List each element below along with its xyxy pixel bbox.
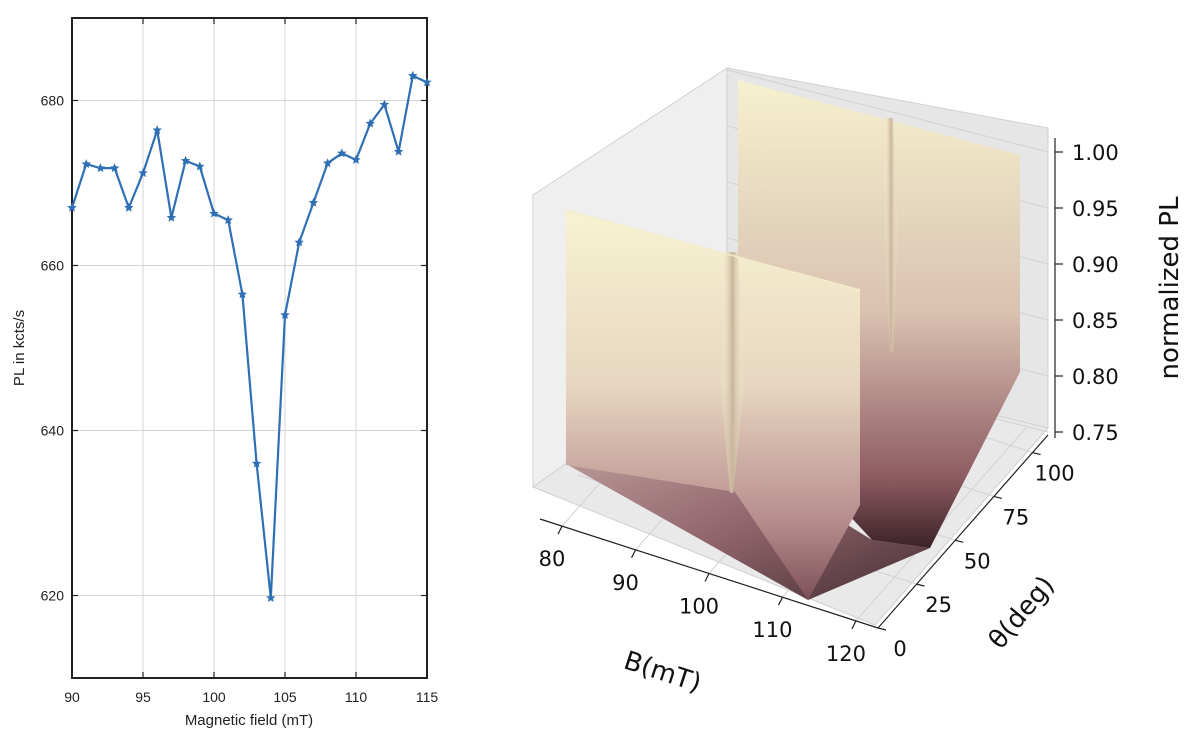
x-tick-label: 120 [826,642,866,666]
data-point [138,168,148,178]
x-tick-label: 115 [416,689,439,705]
y-tick-label: 640 [41,423,65,439]
x-tick-label: 90 [64,689,80,705]
y-tick-mark [993,495,1003,499]
data-point [280,310,290,320]
right-surface-chart: 0.75 0.80 0.85 0.90 0.95 1.00 80 90 100 110 120 0 25… [531,67,1185,699]
data-point [237,289,248,299]
data-point [322,158,333,168]
data-point [379,99,390,109]
y-tick-mark [1032,451,1041,456]
data-point [308,197,319,207]
surface-axes-ticks: 0.75 0.80 0.85 0.90 0.95 1.00 80 90 100 110 120 0 25… [539,141,1119,666]
left-chart-series [67,70,432,602]
data-point [294,237,304,247]
z-grid-line-back [726,69,1049,153]
x-tick-mark [777,596,784,606]
z-tick-label: 0.90 [1072,253,1119,277]
series-line [70,74,428,600]
y-tick-label: 660 [41,258,65,274]
data-point [67,202,77,212]
data-point [195,161,205,171]
data-point [266,592,276,602]
surface-floor [568,455,930,600]
x-tick-label: 100 [679,595,719,619]
data-point [95,163,106,173]
surface-front-edge [565,209,861,291]
data-point [209,208,219,218]
x-axis-line [539,518,879,629]
x-tick-mark [557,525,563,535]
data-point [351,154,361,164]
y-tick-mark [916,583,925,587]
data-point [251,458,262,468]
y-tick-label: 620 [41,588,65,604]
x-tick-label: 110 [345,689,368,705]
data-point [109,163,120,173]
y-axis-line [877,434,1049,629]
z-tick-label: 0.95 [1072,197,1119,221]
y-tick-label: 25 [925,593,952,617]
x-tick-label: 90 [612,571,639,595]
data-point [393,146,404,156]
left-chart-ylabel: PL in kcts/s [11,310,28,386]
y-tick-label: 680 [41,93,65,109]
data-point [365,118,375,128]
z-tick-label: 0.85 [1072,309,1119,333]
surface-plot [565,80,1020,600]
y-tick-label: 75 [1003,505,1030,529]
data-point [81,159,91,169]
data-point [152,125,162,135]
y-tick-label: 100 [1034,462,1074,486]
left-chart-xlabel: Magnetic field (mT) [185,712,313,729]
data-point [337,148,347,158]
z-tick-label: 0.75 [1072,421,1119,445]
z-tick-label: 0.80 [1072,365,1119,389]
surface-front-notch [720,252,745,493]
x-tick-label: 95 [135,689,151,705]
x-tick-label: 105 [273,689,297,705]
data-point [166,212,177,222]
y-tick-mark [877,627,887,631]
x-tick-mark [851,620,857,630]
data-point [124,202,134,212]
data-point [223,215,233,225]
x-tick-mark [704,573,710,582]
y-tick-mark [955,539,964,543]
x-tick-label: 100 [202,689,226,705]
x-axis-label: B(mT) [620,646,705,699]
z-tick-label: 1.00 [1072,141,1119,165]
surface-front-wall [566,210,860,600]
data-point [180,155,191,165]
y-tick-label: 0 [893,637,906,661]
left-chart-frame [71,17,428,679]
x-tick-label: 110 [752,618,792,642]
z-axis-label: normalized PL [1155,196,1185,379]
surface-back-notch [884,118,898,352]
left-chart-ticks: 90 95 100 105 110 115 620 640 660 680 [41,18,439,705]
y-axis-label: θ(deg) [983,571,1061,656]
data-point [408,70,418,80]
x-tick-label: 80 [539,547,566,571]
x-tick-mark [630,549,637,559]
data-point [422,77,432,87]
y-tick-label: 50 [964,549,991,573]
left-line-chart: 90 95 100 105 110 115 620 640 660 680 Magnetic fi… [11,17,439,729]
left-chart-grid [72,18,427,678]
